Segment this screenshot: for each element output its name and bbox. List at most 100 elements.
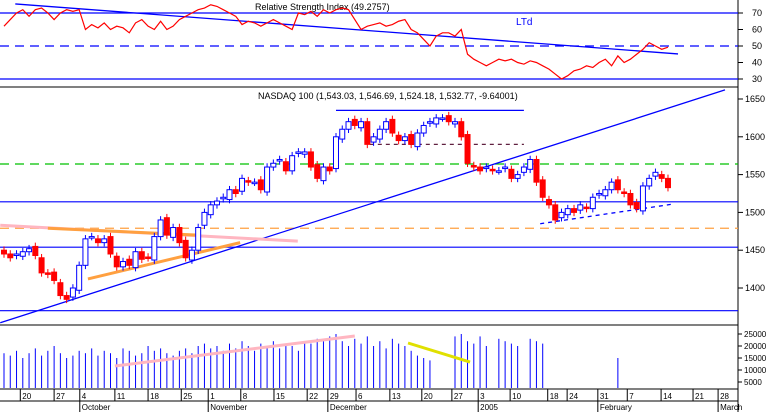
candle-body [389, 118, 396, 134]
month-label: November [210, 403, 247, 412]
rsi-tick-label: 30 [752, 74, 762, 84]
candle-body [138, 251, 145, 260]
candle-body [94, 238, 101, 244]
candle-body [320, 166, 327, 182]
candle-body [19, 251, 26, 257]
candle-body [489, 168, 496, 172]
candle-body [151, 236, 158, 261]
candle-body [276, 158, 283, 162]
date-tick-label: 24 [569, 392, 578, 401]
rsi-tick-label: 50 [752, 41, 762, 51]
candle-body [370, 136, 377, 143]
candle-body [439, 117, 446, 120]
candle-body [88, 236, 95, 239]
candle-body [245, 180, 252, 183]
rsi-line [3, 4, 669, 80]
candle-body [420, 124, 427, 134]
support-dashed [540, 203, 674, 225]
candle-body [107, 236, 114, 255]
candle-body [495, 170, 502, 173]
candle-body [220, 196, 227, 200]
candle-body [339, 128, 346, 140]
price-tick-label: 1650 [745, 94, 765, 104]
date-tick-label: 28 [720, 392, 729, 401]
candle-body [13, 253, 20, 256]
candle-body [621, 191, 628, 195]
candle-body [539, 179, 546, 198]
rsi-annotation-ltd: LTd [516, 17, 533, 28]
candle-body [76, 264, 83, 291]
candle-body [596, 193, 603, 196]
price-tick-label: 1550 [745, 170, 765, 180]
candle-body [502, 166, 509, 170]
candle-body [326, 166, 333, 172]
candle-body [627, 193, 634, 206]
candle-body [170, 227, 177, 238]
candle-body [345, 121, 352, 130]
candle-body [545, 199, 552, 206]
date-tick-label: 8 [243, 392, 248, 401]
candle-body [464, 134, 471, 164]
volume-tick-label: 20000 [744, 342, 767, 351]
volume-pink [114, 334, 355, 368]
candle-body [270, 162, 277, 168]
candle-body [614, 179, 621, 191]
candle-body [157, 219, 164, 238]
volume-tick-label: 15000 [744, 354, 767, 363]
candle-body [289, 155, 296, 172]
candle-body [113, 255, 120, 268]
orange-uptrend [87, 241, 241, 281]
candle-body [1, 249, 7, 255]
date-tick-label: 6 [358, 392, 363, 401]
date-tick-label: 29 [330, 392, 339, 401]
price-title: NASDAQ 100 (1,543.03, 1,546.69, 1,524.18… [258, 91, 518, 101]
month-label: 2005 [480, 403, 498, 412]
candle-body [69, 287, 76, 298]
candle-body [470, 165, 477, 168]
date-tick-label: 27 [56, 392, 65, 401]
candle-body [213, 200, 220, 206]
candle-body [51, 271, 58, 281]
candle-body [483, 166, 490, 170]
candle-body [82, 238, 89, 266]
candle-body [257, 179, 264, 191]
candle-body [63, 295, 70, 300]
candle-body [508, 168, 515, 179]
candle-body [207, 204, 214, 216]
candle-body [527, 158, 534, 170]
candle-body [514, 174, 521, 179]
candle-body [652, 171, 659, 177]
candle-body [195, 227, 202, 251]
month-label: February [600, 403, 632, 412]
candle-body [358, 121, 365, 129]
candle-body [120, 261, 127, 268]
candle-body [646, 177, 653, 187]
month-label: December [330, 403, 367, 412]
candle-body [608, 181, 615, 191]
price-tick-label: 1450 [745, 245, 765, 255]
candle-body [583, 206, 590, 210]
date-tick-label: 4 [82, 392, 87, 401]
candle-body [414, 132, 421, 148]
month-label: March [720, 403, 742, 412]
candle-body [577, 204, 584, 211]
candle-body [126, 258, 133, 266]
date-tick-label: 18 [550, 392, 559, 401]
volume-tick-label: 25000 [744, 330, 767, 339]
date-tick-label: 21 [695, 392, 704, 401]
candle-body [7, 253, 14, 259]
date-tick-label: 14 [663, 392, 672, 401]
rsi-downtrend [15, 3, 679, 55]
candle-body [552, 204, 559, 221]
candle-body [201, 211, 208, 226]
candle-body [301, 151, 308, 155]
volume-tick-label: 10000 [744, 366, 767, 375]
date-tick-label: 15 [276, 392, 285, 401]
date-tick-label: 1 [210, 392, 215, 401]
date-tick-label: 25 [183, 392, 192, 401]
candle-body [44, 272, 51, 275]
candle-body [239, 177, 246, 192]
candle-body [295, 151, 302, 154]
